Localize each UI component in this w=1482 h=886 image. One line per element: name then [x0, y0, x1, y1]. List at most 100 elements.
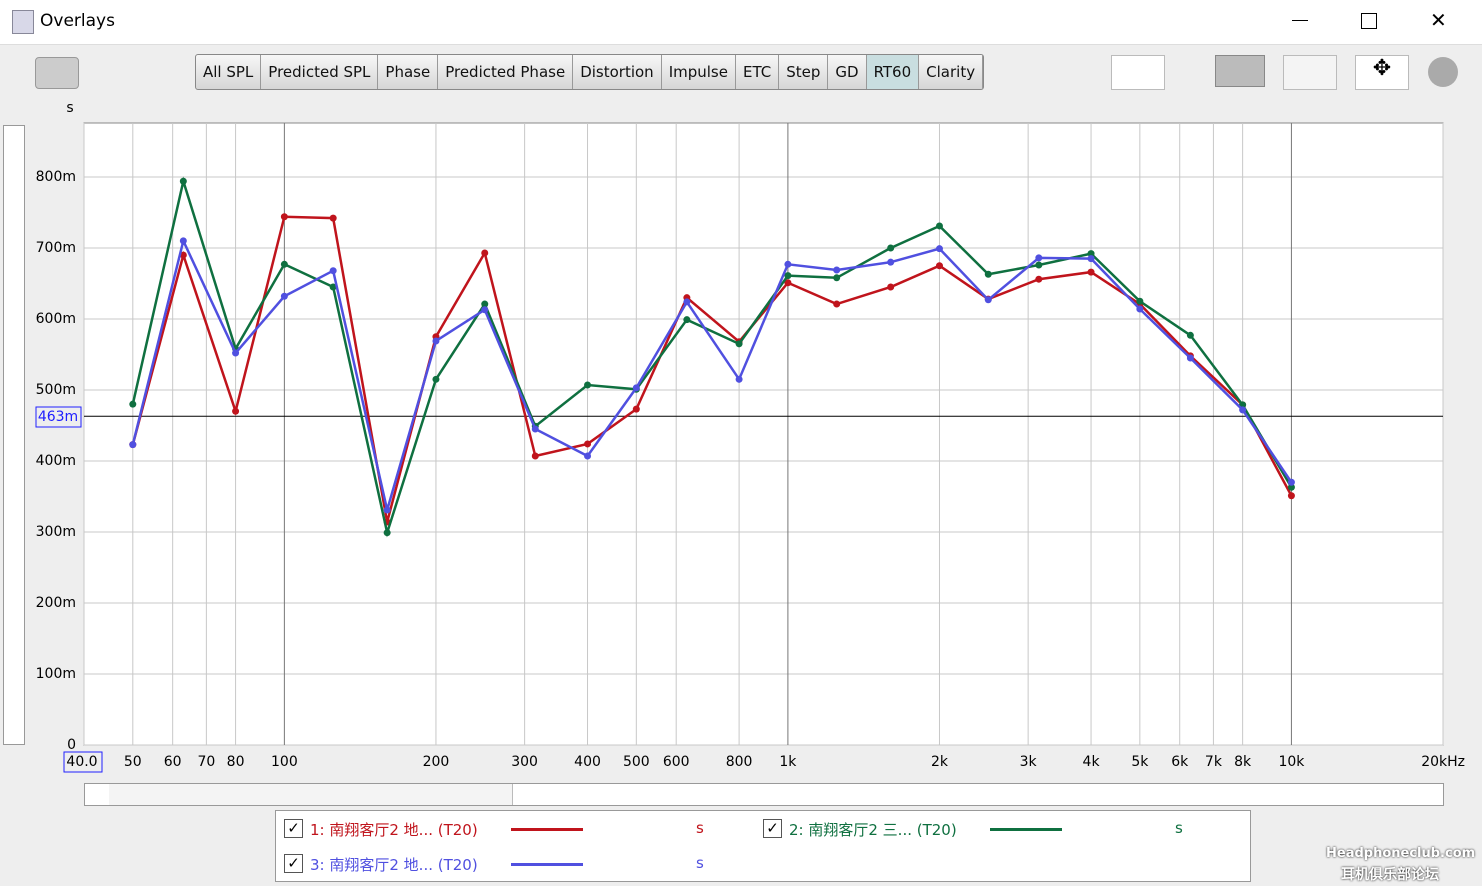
layout-button[interactable] — [1215, 55, 1265, 87]
y-tick-label: 500m — [36, 382, 76, 398]
legend-unit: s — [696, 819, 704, 837]
tab[interactable]: Step — [779, 55, 829, 89]
tab[interactable]: Distortion — [573, 55, 662, 89]
tab[interactable]: Phase — [378, 55, 439, 89]
data-point — [584, 452, 592, 460]
minimize-button[interactable] — [1292, 20, 1308, 21]
tab[interactable]: All SPL — [196, 55, 262, 89]
data-point — [1287, 483, 1295, 491]
data-point — [1035, 275, 1043, 283]
legend-swatch — [511, 828, 583, 831]
data-point — [1087, 255, 1095, 263]
data-point — [784, 272, 792, 280]
title-bar: Overlays ✕ — [0, 0, 1482, 45]
camera-button[interactable] — [35, 57, 79, 89]
legend-unit: s — [696, 854, 704, 872]
legend-checkbox[interactable]: ✓ — [284, 819, 303, 838]
app-icon — [12, 10, 34, 34]
data-point — [383, 506, 391, 514]
x-tick-label: 2k — [931, 754, 949, 770]
tab[interactable]: Predicted SPL — [261, 55, 379, 89]
data-point — [887, 258, 895, 266]
data-point — [887, 283, 895, 291]
data-point — [1136, 297, 1144, 305]
legend-checkbox[interactable]: ✓ — [284, 854, 303, 873]
data-point — [432, 375, 440, 383]
data-point — [584, 440, 592, 448]
maximize-button[interactable] — [1361, 13, 1377, 29]
data-point — [129, 400, 137, 408]
legend-label: 1: 南翔客厅2 地... (T20) — [310, 821, 478, 839]
data-point — [1136, 305, 1144, 313]
tab[interactable]: GD — [828, 55, 867, 89]
x-tick-label: 20kHz — [1421, 754, 1465, 770]
data-point — [329, 214, 337, 222]
watermark: Headphoneclub.com — [1326, 846, 1476, 861]
cursor-label: 463m — [38, 409, 78, 425]
x-tick-label: 8k — [1234, 754, 1252, 770]
horizontal-scrollbar[interactable] — [84, 783, 1444, 806]
x-tick-label: 40.0 — [66, 754, 97, 770]
watermark: 耳机俱乐部论坛 — [1341, 867, 1439, 883]
data-point — [683, 316, 691, 324]
tab[interactable]: Predicted Phase — [438, 55, 574, 89]
data-point — [531, 452, 539, 460]
x-tick-label: 300 — [511, 754, 538, 770]
data-point — [1186, 354, 1194, 362]
x-tick-label: 100 — [271, 754, 298, 770]
data-point — [329, 283, 337, 291]
x-tick-label: 4k — [1083, 754, 1101, 770]
legend-checkbox[interactable]: ✓ — [763, 819, 782, 838]
y-tick-label: 200m — [36, 595, 76, 611]
data-point — [833, 266, 841, 274]
pan-button[interactable]: ✥ — [1355, 55, 1409, 90]
data-point — [833, 274, 841, 282]
legend-unit: s — [1175, 819, 1183, 837]
data-point — [179, 237, 187, 245]
series-line — [131, 215, 1293, 523]
data-point — [129, 441, 137, 449]
data-point — [784, 260, 792, 268]
traces-button[interactable] — [1111, 55, 1165, 90]
legend-label: 3: 南翔客厅2 地... (T20) — [310, 856, 478, 874]
settings-button[interactable] — [1428, 57, 1458, 87]
data-point — [935, 245, 943, 253]
data-point — [1035, 261, 1043, 269]
x-tick-label: 400 — [574, 754, 601, 770]
data-point — [280, 213, 288, 221]
x-tick-label: 5k — [1131, 754, 1149, 770]
scroll-thumb[interactable] — [109, 784, 513, 805]
tab[interactable]: Impulse — [662, 55, 736, 89]
data-point — [1087, 250, 1095, 258]
data-point — [432, 337, 440, 345]
data-point — [984, 270, 992, 278]
data-point — [280, 292, 288, 300]
y-start-box — [35, 406, 82, 428]
data-point — [481, 300, 489, 308]
data-point — [887, 244, 895, 252]
x-tick-label: 3k — [1020, 754, 1038, 770]
data-point — [179, 177, 187, 185]
x-tick-label: 500 — [623, 754, 650, 770]
data-point — [683, 298, 691, 306]
data-point — [935, 262, 943, 270]
tab-bar: All SPL Predicted SPL Phase Predicted Phase… — [195, 54, 985, 90]
legend: ✓ 1: 南翔客厅2 地... (T20) s ✓ 2: 南翔客厅2 三... (T20… — [275, 810, 1251, 882]
x-tick-label: 6k — [1171, 754, 1189, 770]
data-point — [584, 381, 592, 389]
tab[interactable]: Clarity — [919, 55, 984, 89]
x-tick-label: 70 — [197, 754, 215, 770]
y-tick-label: 600m — [36, 311, 76, 327]
data-point — [735, 340, 743, 348]
tab[interactable]: RT60 — [866, 55, 920, 89]
close-button[interactable]: ✕ — [1430, 8, 1447, 32]
tab[interactable]: ETC — [736, 55, 780, 89]
columns-button[interactable] — [1283, 55, 1337, 90]
vertical-scrollbar[interactable] — [3, 125, 25, 745]
data-point — [280, 260, 288, 268]
data-point — [632, 405, 640, 413]
data-point — [632, 384, 640, 392]
x-tick-label: 10k — [1278, 754, 1305, 770]
data-point — [329, 267, 337, 275]
